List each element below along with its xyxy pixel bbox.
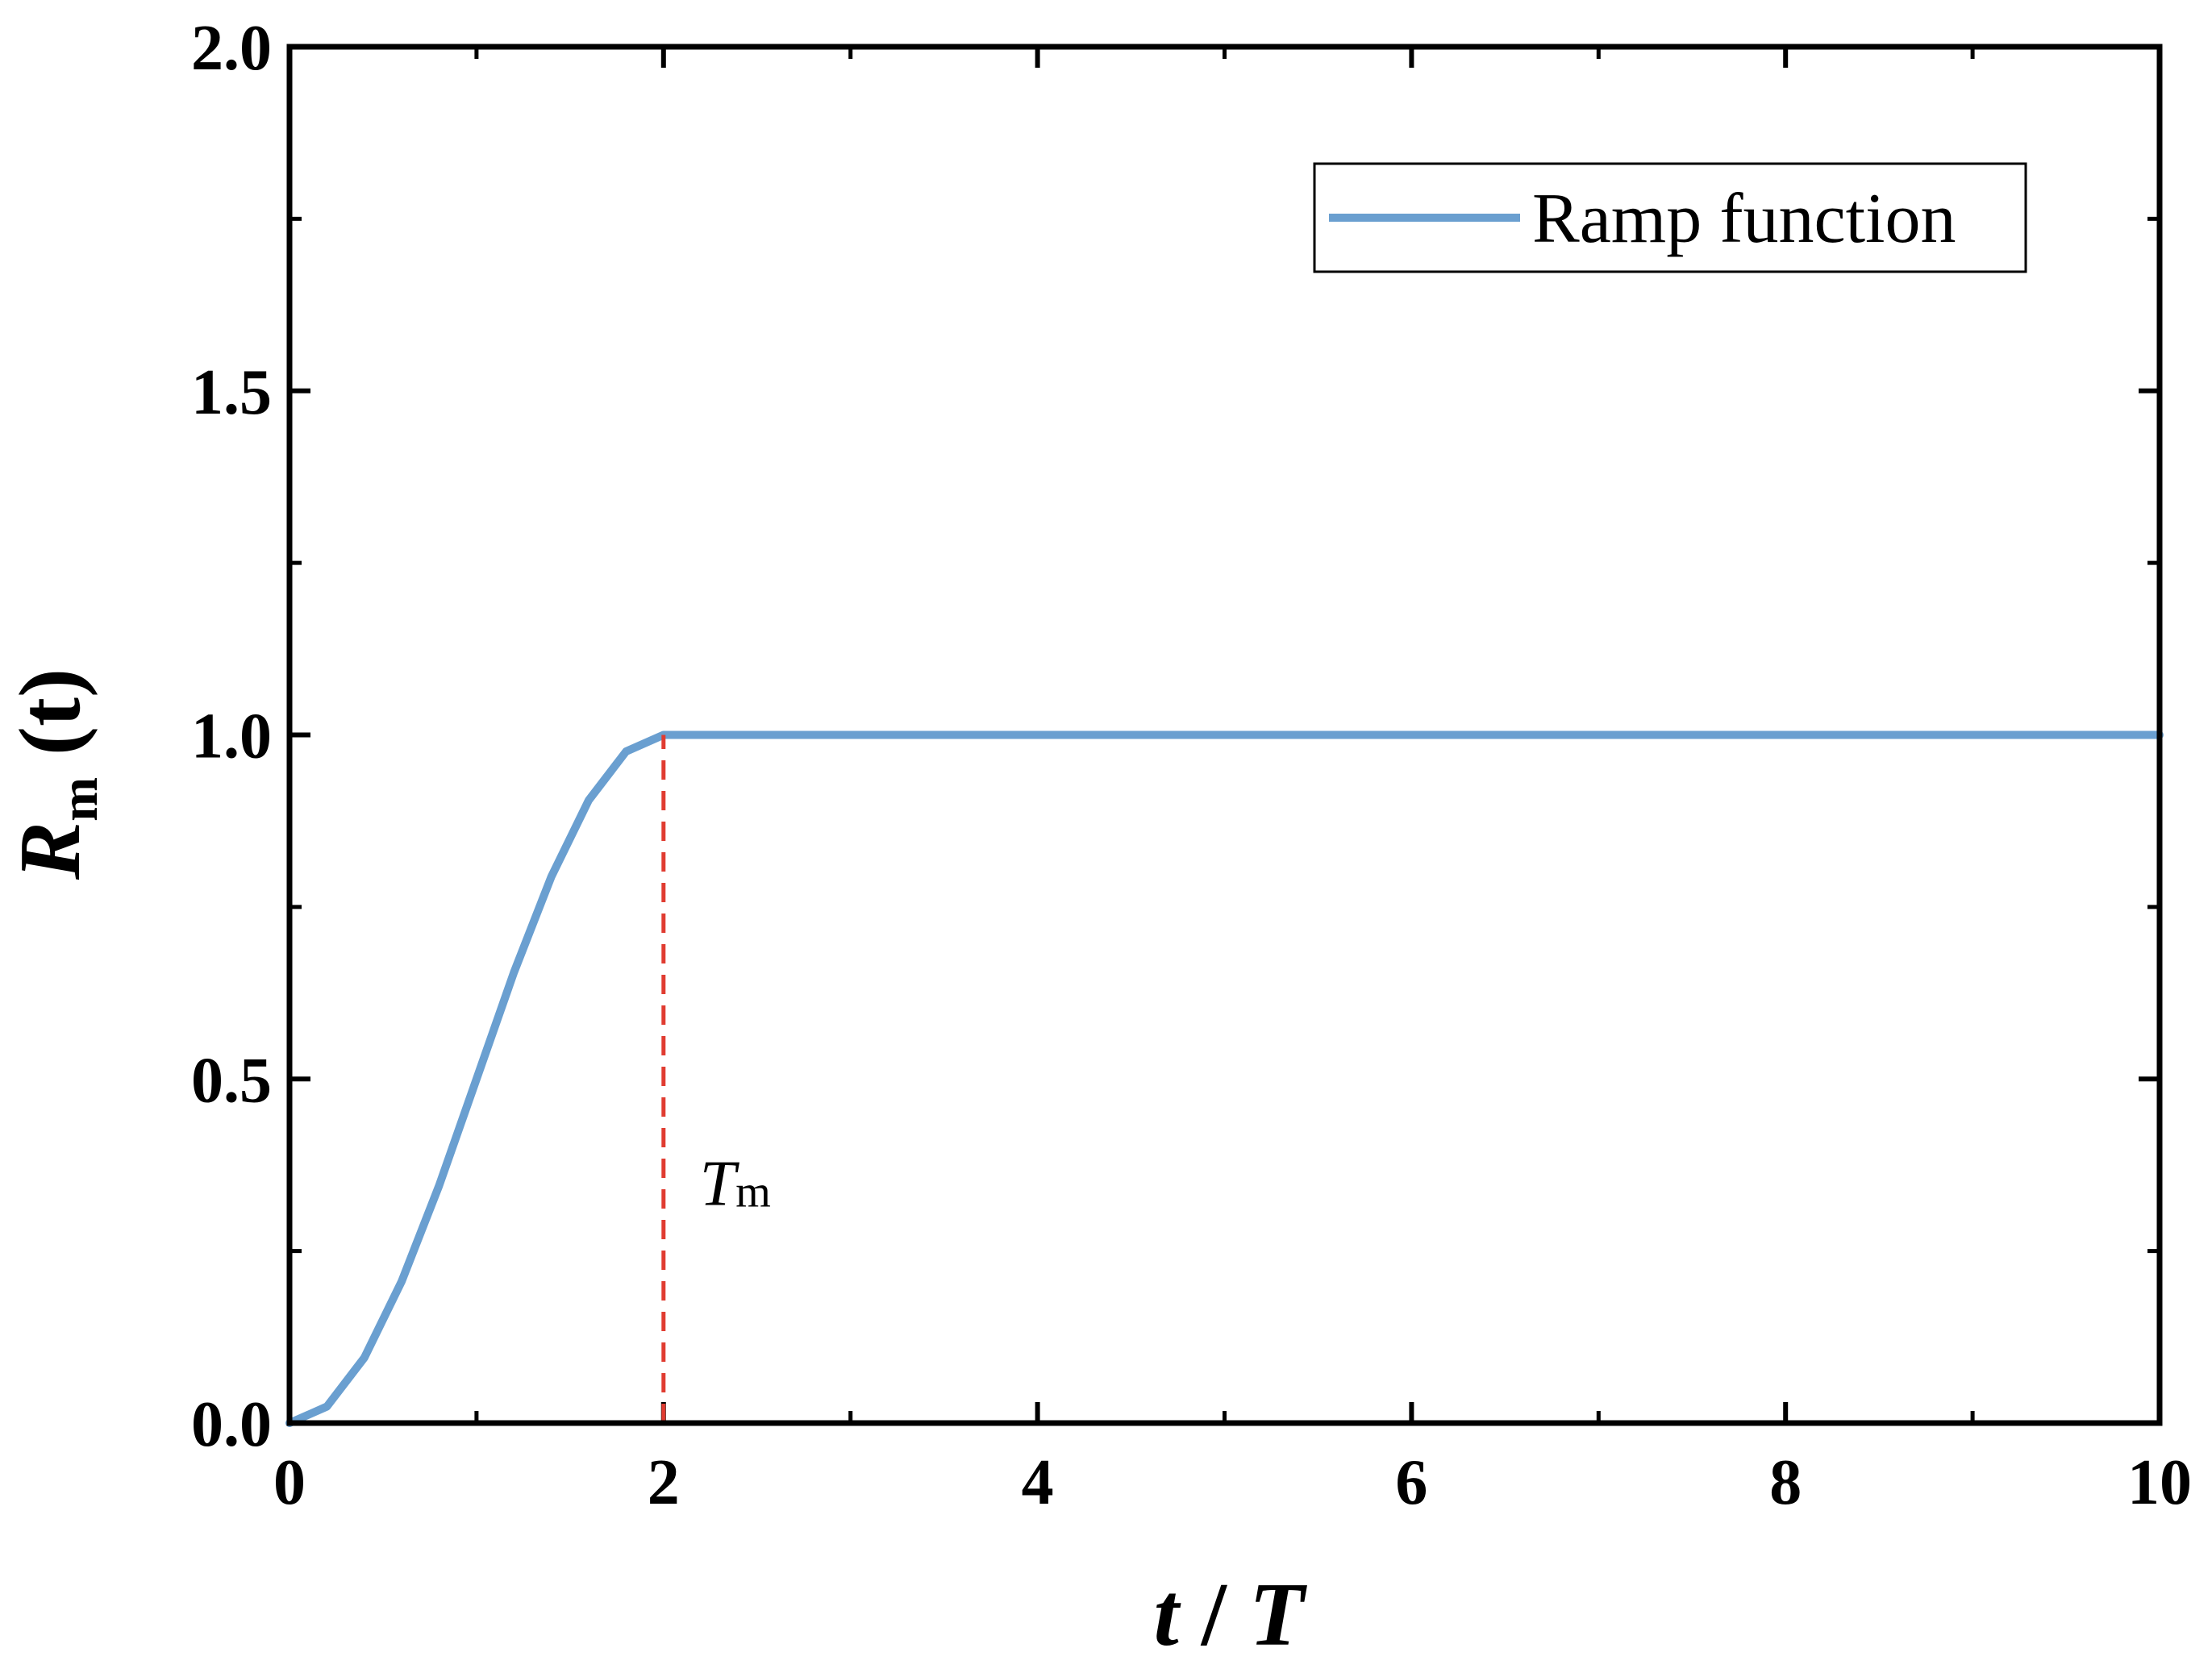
x-axis-title-main: t — [1154, 1565, 1181, 1665]
tm-annotation-sub: m — [735, 1167, 771, 1217]
y-tick-labels: 0.0 0.5 1.0 1.5 2.0 — [191, 13, 272, 1460]
y-axis-title-arg: (t) — [2, 668, 98, 777]
tm-annotation-label: Tm — [700, 1148, 771, 1219]
y-axis-title-main: R — [2, 822, 98, 880]
plot-frame — [286, 44, 2163, 1426]
y-tick-label: 0.0 — [191, 1389, 272, 1460]
legend-label: Ramp function — [1532, 180, 1956, 258]
tm-annotation-main: T — [700, 1148, 740, 1219]
x-axis-title: t / T — [1154, 1565, 1308, 1665]
x-axis-title-sep: / — [1179, 1565, 1249, 1665]
x-tick-label: 4 — [1022, 1447, 1054, 1518]
y-axis-title: Rm (t) — [2, 668, 109, 880]
x-tick-labels: 0 2 4 6 8 10 — [273, 1447, 2192, 1518]
x-tick-label: 10 — [2127, 1447, 2192, 1518]
y-tick-label: 2.0 — [191, 13, 272, 84]
x-tick-label: 8 — [1769, 1447, 1802, 1518]
y-tick-label: 1.5 — [191, 357, 272, 428]
y-tick-label: 0.5 — [191, 1045, 272, 1116]
x-tick-label: 2 — [648, 1447, 680, 1518]
y-tick-label: 1.0 — [191, 701, 272, 772]
ramp-function-line — [285, 730, 2164, 1427]
y-axis-title-sub: m — [50, 777, 109, 822]
series-layer — [285, 730, 2164, 1427]
x-tick-label: 6 — [1395, 1447, 1427, 1518]
x-axis-title-second: T — [1249, 1565, 1308, 1665]
x-tick-label: 0 — [273, 1447, 306, 1518]
legend: Ramp function — [1313, 162, 2027, 273]
